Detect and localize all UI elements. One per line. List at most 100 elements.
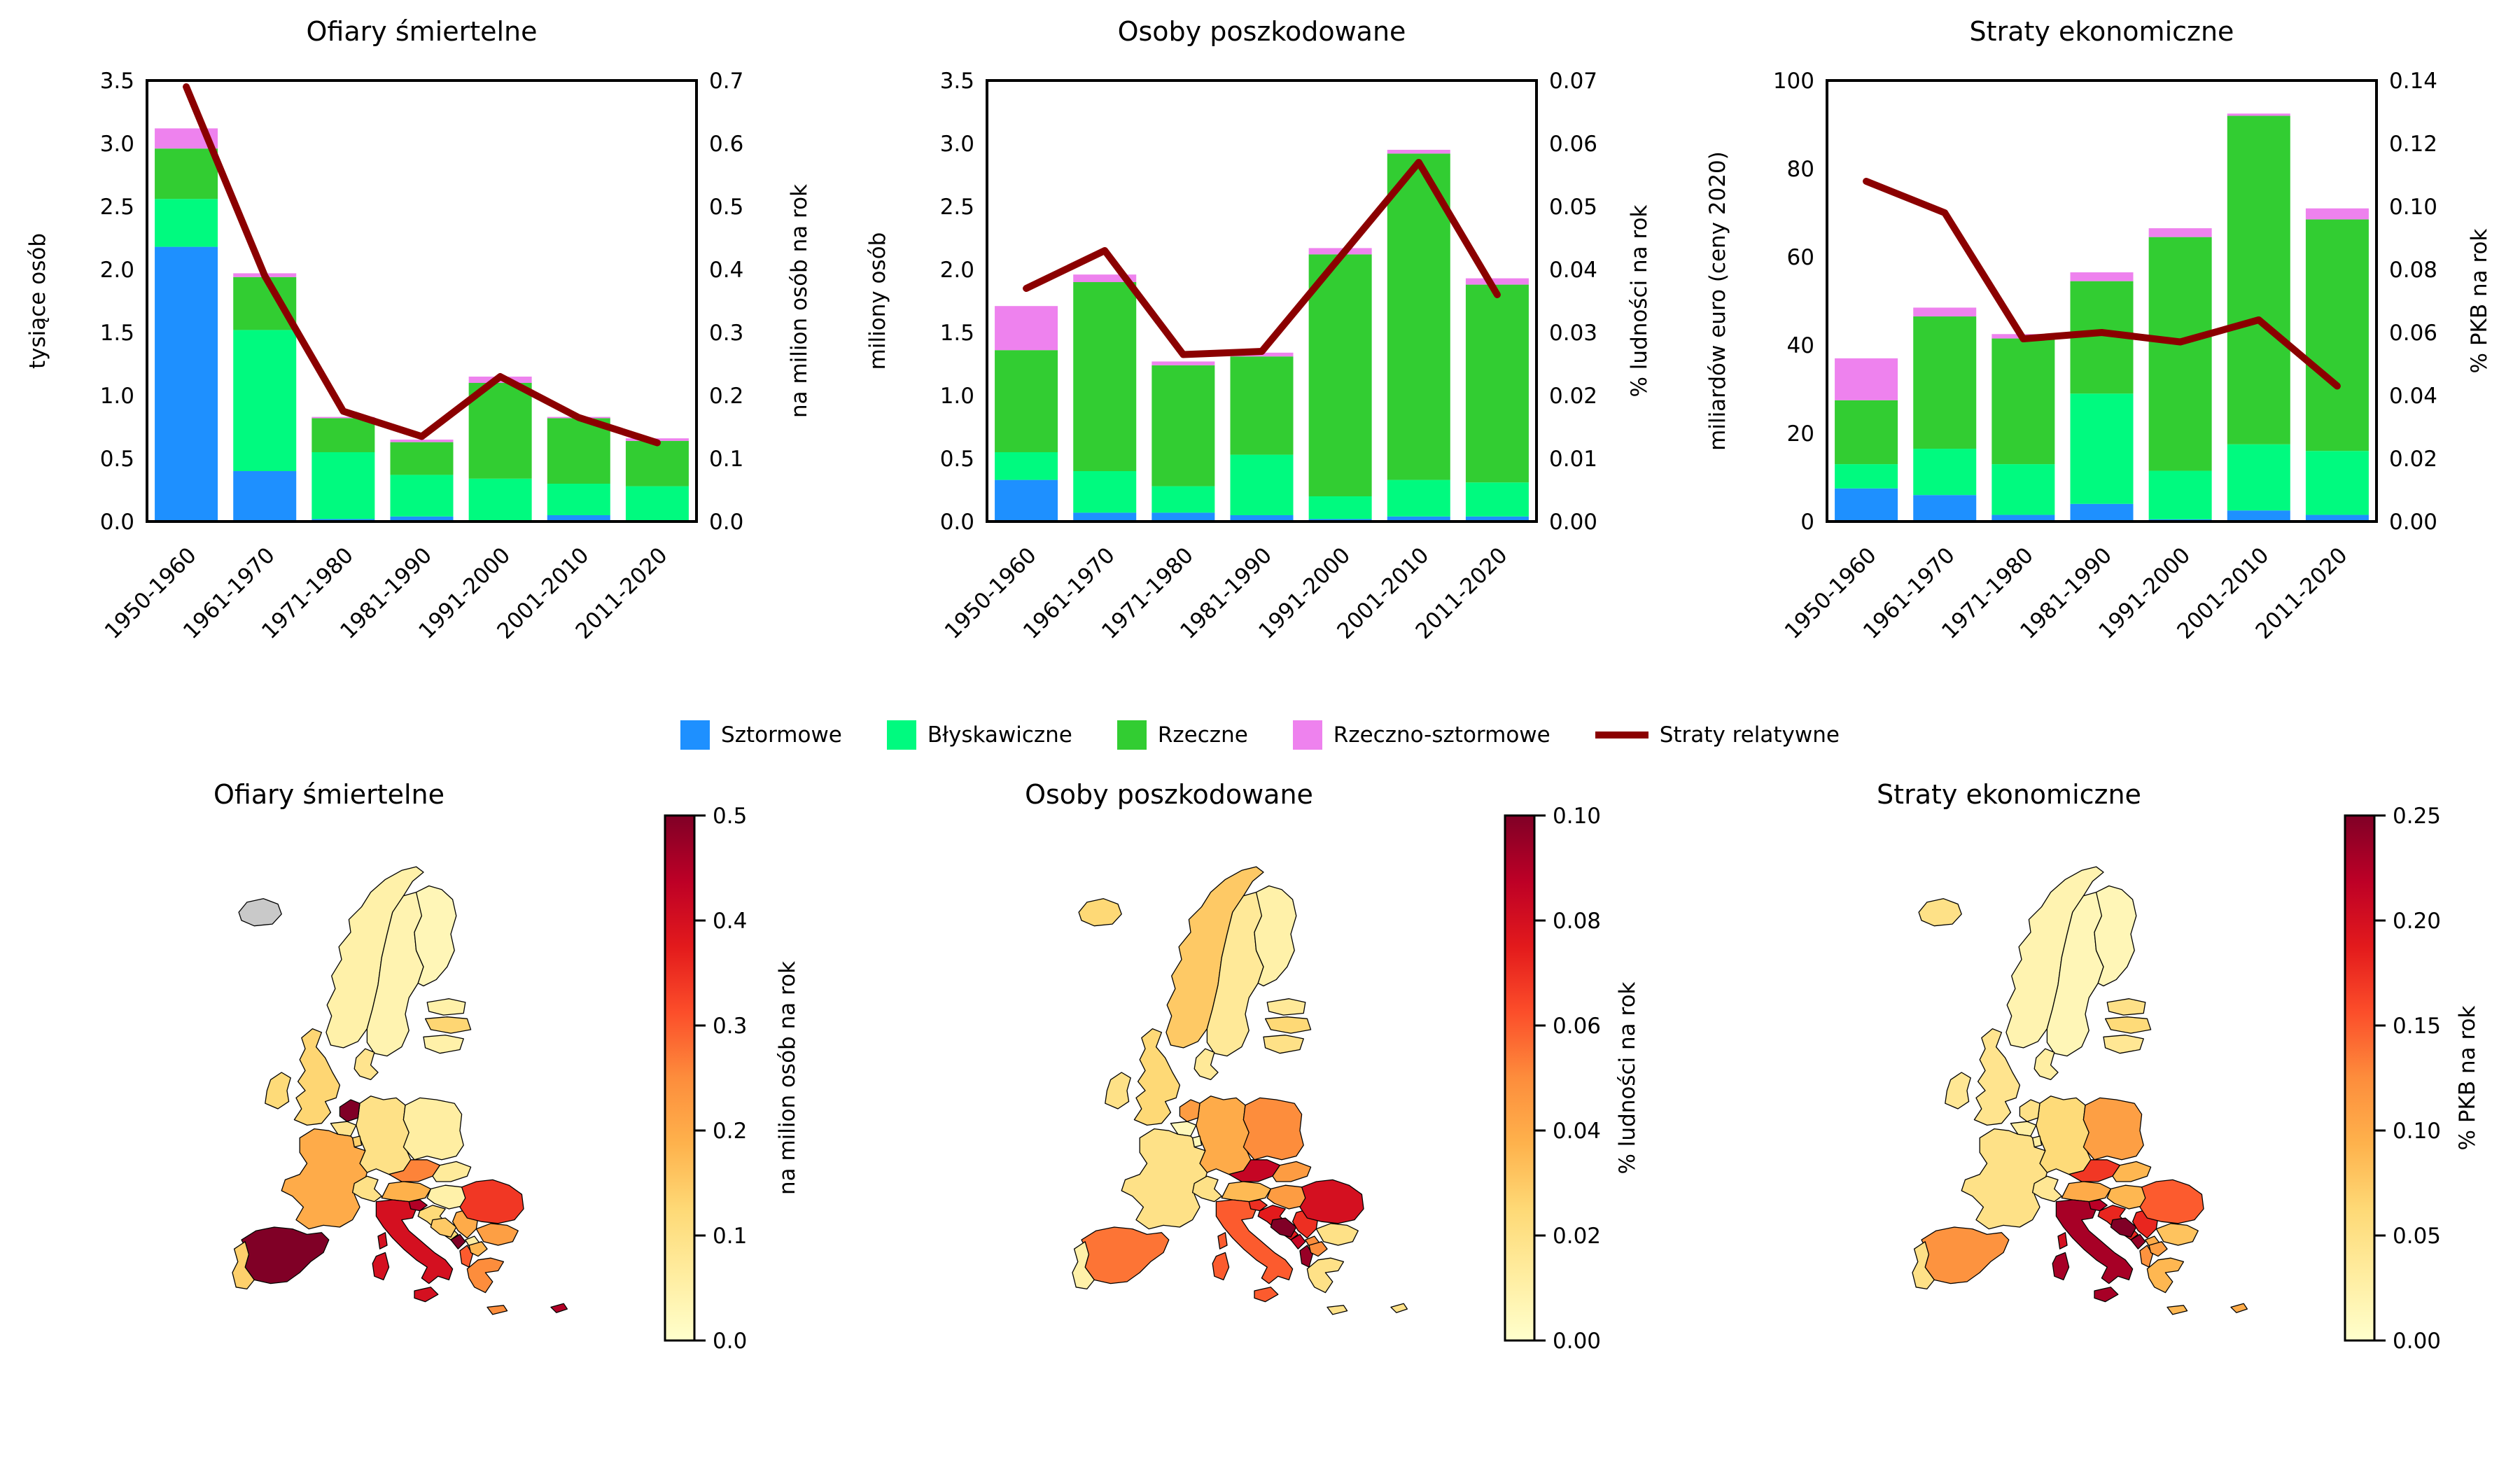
bar-segment-Błyskawiczne bbox=[2305, 451, 2369, 515]
bar-segment-Rzeczne bbox=[1835, 400, 1898, 465]
y-tick-label-left: 2.0 bbox=[100, 258, 134, 283]
bar-segment-Sztormowe bbox=[1073, 512, 1137, 522]
country-uk bbox=[293, 1028, 341, 1126]
country-cyprus bbox=[2230, 1303, 2248, 1313]
country-switzerland bbox=[351, 1175, 382, 1203]
y-axis-label-left: miliony osób bbox=[865, 232, 890, 370]
bar-segment-Błyskawiczne bbox=[390, 475, 454, 517]
bar-segment-Rzeczne bbox=[1465, 284, 1529, 483]
country-france bbox=[1121, 1128, 1208, 1230]
y-tick-label-right: 0.12 bbox=[2389, 132, 2437, 157]
bar-segment-Rzeczno-sztormowe bbox=[2148, 228, 2212, 237]
country-austria bbox=[2061, 1181, 2112, 1203]
bar-segment-Błyskawiczne bbox=[2070, 393, 2134, 504]
country-italy bbox=[1254, 1287, 1279, 1303]
country-italy bbox=[1212, 1252, 1230, 1281]
y-tick-label-right: 0.02 bbox=[2389, 447, 2437, 472]
y-tick-label-left: 2.0 bbox=[940, 258, 974, 283]
bar-segment-Sztormowe bbox=[2070, 503, 2134, 522]
country-slovenia bbox=[408, 1199, 428, 1212]
legend: Sztormowe Błyskawiczne Rzeczne Rzeczno-szto… bbox=[0, 700, 2520, 770]
map-title: Ofiary śmiertelne bbox=[214, 779, 444, 810]
country-greece bbox=[1326, 1305, 1348, 1315]
country-montenegro bbox=[450, 1233, 466, 1250]
y-tick-label-left: 1.5 bbox=[940, 321, 974, 346]
bar-segment-Rzeczne bbox=[468, 383, 532, 479]
country-uk bbox=[1973, 1028, 2021, 1126]
y-tick-label-left: 80 bbox=[1787, 157, 1814, 182]
bar-segment-Rzeczne bbox=[1913, 316, 1977, 449]
y-tick-label-right: 0.0 bbox=[709, 510, 743, 535]
trend-line bbox=[1863, 178, 2341, 390]
bar-segment-Sztormowe bbox=[547, 515, 610, 522]
y-tick-label-right: 0.01 bbox=[1549, 447, 1597, 472]
country-corsica bbox=[377, 1232, 388, 1250]
y-tick-label-left: 1.0 bbox=[100, 384, 134, 409]
legend-item-straty-relatywne: Straty relatywne bbox=[1595, 722, 1840, 748]
country-slovakia bbox=[1272, 1161, 1312, 1182]
colorbar-tick-label: 0.04 bbox=[1553, 1119, 1601, 1144]
bar-segment-Sztormowe bbox=[155, 246, 218, 522]
bar-charts-row: Ofiary śmiertelne 0.0 0.5 1.0 1.5 2.0 2.5 3.0 3.… bbox=[0, 0, 2520, 700]
bar-segment-Rzeczne bbox=[1308, 254, 1372, 496]
y-tick-label-right: 0.10 bbox=[2389, 195, 2437, 220]
bar-segment-Rzeczno-sztormowe bbox=[1073, 274, 1137, 282]
y-tick-label-right: 0.04 bbox=[2389, 384, 2437, 409]
country-albania bbox=[1299, 1245, 1313, 1268]
colorbar-tick-label: 0.5 bbox=[713, 804, 747, 829]
country-slovakia bbox=[432, 1161, 472, 1182]
bar-segment-Sztormowe bbox=[995, 479, 1058, 522]
y-tick-label-left: 0.0 bbox=[100, 510, 134, 535]
country-italy bbox=[2052, 1252, 2070, 1281]
country-ireland bbox=[1945, 1072, 1971, 1110]
bar-segment-Rzeczno-sztormowe bbox=[1835, 358, 1898, 400]
bar-segment-Błyskawiczne bbox=[547, 484, 610, 515]
bar-segment-Rzeczno-sztormowe bbox=[312, 416, 375, 419]
country-austria bbox=[381, 1181, 432, 1203]
colorbar-tick-label: 0.06 bbox=[1553, 1014, 1601, 1039]
country-latvia bbox=[424, 1016, 472, 1034]
colorbar-tick-label: 0.10 bbox=[1553, 804, 1601, 829]
country-romania bbox=[1299, 1179, 1364, 1224]
bar-segment-Błyskawiczne bbox=[1308, 496, 1372, 519]
country-poland bbox=[2082, 1097, 2144, 1161]
bar-segment-Błyskawiczne bbox=[1152, 486, 1215, 513]
country-austria bbox=[1221, 1181, 1272, 1203]
colorbar-tick-label: 0.25 bbox=[2393, 804, 2441, 829]
colorbar-tick-label: 0.2 bbox=[713, 1119, 747, 1144]
y-tick-label-right: 0.08 bbox=[2389, 258, 2437, 283]
bar-segment-Błyskawiczne bbox=[1991, 464, 2055, 515]
bar-segment-Sztormowe bbox=[1913, 495, 1977, 522]
country-lithuania bbox=[2103, 1035, 2144, 1054]
europe-map bbox=[1912, 866, 2248, 1315]
bar-chart-fatalities: Ofiary śmiertelne 0.0 0.5 1.0 1.5 2.0 2.5 3.0 3.… bbox=[25, 16, 812, 644]
country-lithuania bbox=[1263, 1035, 1304, 1054]
chart-title: Osoby poszkodowane bbox=[1118, 16, 1406, 47]
country-greece bbox=[2166, 1305, 2188, 1315]
country-corsica bbox=[2057, 1232, 2068, 1250]
bar-segment-Błyskawiczne bbox=[1913, 449, 1977, 496]
y-tick-label-left: 0.5 bbox=[100, 447, 134, 472]
country-portugal bbox=[1912, 1241, 1935, 1290]
y-axis-label-left: miliardów euro (ceny 2020) bbox=[1705, 151, 1730, 451]
y-tick-label-right: 0.4 bbox=[709, 258, 743, 283]
colorbar-tick-label: 0.00 bbox=[1553, 1329, 1601, 1354]
y-tick-label-right: 0.3 bbox=[709, 321, 743, 346]
country-italy bbox=[375, 1199, 454, 1284]
country-france bbox=[281, 1128, 368, 1230]
country-belgium bbox=[1170, 1121, 1197, 1137]
colorbar-tick-label: 0.0 bbox=[713, 1329, 747, 1354]
y-tick-label-right: 0.6 bbox=[709, 132, 743, 157]
country-iceland bbox=[1078, 898, 1122, 927]
country-switzerland bbox=[1191, 1175, 1222, 1203]
map-fatalities: Ofiary śmiertelne 0.0 0.1 0.2 0.3 0.4 0.5 na mi… bbox=[214, 779, 800, 1354]
bar-segment-Błyskawiczne bbox=[155, 199, 218, 247]
bar-segment-Sztormowe bbox=[390, 516, 454, 522]
country-north_macedonia bbox=[2148, 1241, 2168, 1257]
trend-line bbox=[1023, 159, 1501, 358]
colorbar-tick-label: 0.00 bbox=[2393, 1329, 2441, 1354]
colorbar bbox=[2344, 814, 2376, 1342]
y-tick-label-left: 2.5 bbox=[100, 195, 134, 220]
y-tick-label-right: 0.07 bbox=[1549, 69, 1597, 94]
bars bbox=[995, 150, 1529, 522]
